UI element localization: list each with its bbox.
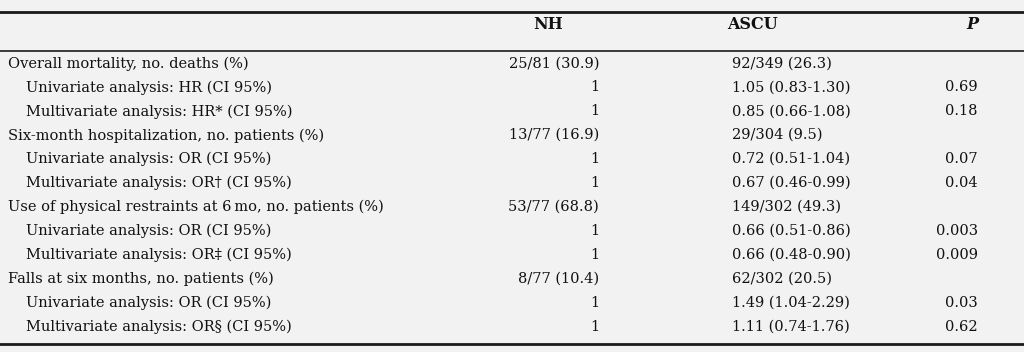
Text: 0.003: 0.003 [936,224,978,238]
Text: 25/81 (30.9): 25/81 (30.9) [509,56,599,70]
Text: Six-month hospitalization, no. patients (%): Six-month hospitalization, no. patients … [8,128,325,143]
Text: 0.67 (0.46-0.99): 0.67 (0.46-0.99) [732,176,851,190]
Text: 0.85 (0.66-1.08): 0.85 (0.66-1.08) [732,104,851,118]
Text: 0.66 (0.48-0.90): 0.66 (0.48-0.90) [732,248,851,262]
Text: Multivariate analysis: OR‡ (CI 95%): Multivariate analysis: OR‡ (CI 95%) [26,248,292,262]
Text: 8/77 (10.4): 8/77 (10.4) [518,272,599,286]
Text: 1: 1 [590,320,599,334]
Text: 92/349 (26.3): 92/349 (26.3) [732,56,833,70]
Text: 0.18: 0.18 [945,104,978,118]
Text: 1: 1 [590,248,599,262]
Text: 1: 1 [590,104,599,118]
Text: 1: 1 [590,176,599,190]
Text: 0.69: 0.69 [945,80,978,94]
Text: NH: NH [532,16,563,33]
Text: Falls at six months, no. patients (%): Falls at six months, no. patients (%) [8,272,274,286]
Text: Univariate analysis: OR (CI 95%): Univariate analysis: OR (CI 95%) [26,224,271,238]
Text: Univariate analysis: HR (CI 95%): Univariate analysis: HR (CI 95%) [26,80,271,95]
Text: 0.03: 0.03 [945,296,978,310]
Text: 0.04: 0.04 [945,176,978,190]
Text: 1.05 (0.83-1.30): 1.05 (0.83-1.30) [732,80,851,94]
Text: 0.07: 0.07 [945,152,978,166]
Text: Use of physical restraints at 6 mo, no. patients (%): Use of physical restraints at 6 mo, no. … [8,200,384,214]
Text: P: P [966,16,978,33]
Text: 1.11 (0.74-1.76): 1.11 (0.74-1.76) [732,320,850,334]
Text: 62/302 (20.5): 62/302 (20.5) [732,272,833,286]
Text: 149/302 (49.3): 149/302 (49.3) [732,200,841,214]
Text: 1.49 (1.04-2.29): 1.49 (1.04-2.29) [732,296,850,310]
Text: Overall mortality, no. deaths (%): Overall mortality, no. deaths (%) [8,56,249,71]
Text: 0.72 (0.51-1.04): 0.72 (0.51-1.04) [732,152,850,166]
Text: 1: 1 [590,152,599,166]
Text: Multivariate analysis: OR§ (CI 95%): Multivariate analysis: OR§ (CI 95%) [26,320,292,334]
Text: 13/77 (16.9): 13/77 (16.9) [509,128,599,142]
Text: 1: 1 [590,80,599,94]
Text: 0.66 (0.51-0.86): 0.66 (0.51-0.86) [732,224,851,238]
Text: 1: 1 [590,224,599,238]
Text: 1: 1 [590,296,599,310]
Text: Multivariate analysis: OR† (CI 95%): Multivariate analysis: OR† (CI 95%) [26,176,292,190]
Text: 0.009: 0.009 [936,248,978,262]
Text: 0.62: 0.62 [945,320,978,334]
Text: Multivariate analysis: HR* (CI 95%): Multivariate analysis: HR* (CI 95%) [26,104,292,119]
Text: 29/304 (9.5): 29/304 (9.5) [732,128,822,142]
Text: Univariate analysis: OR (CI 95%): Univariate analysis: OR (CI 95%) [26,152,271,166]
Text: Univariate analysis: OR (CI 95%): Univariate analysis: OR (CI 95%) [26,296,271,310]
Text: 53/77 (68.8): 53/77 (68.8) [508,200,599,214]
Text: ASCU: ASCU [727,16,778,33]
